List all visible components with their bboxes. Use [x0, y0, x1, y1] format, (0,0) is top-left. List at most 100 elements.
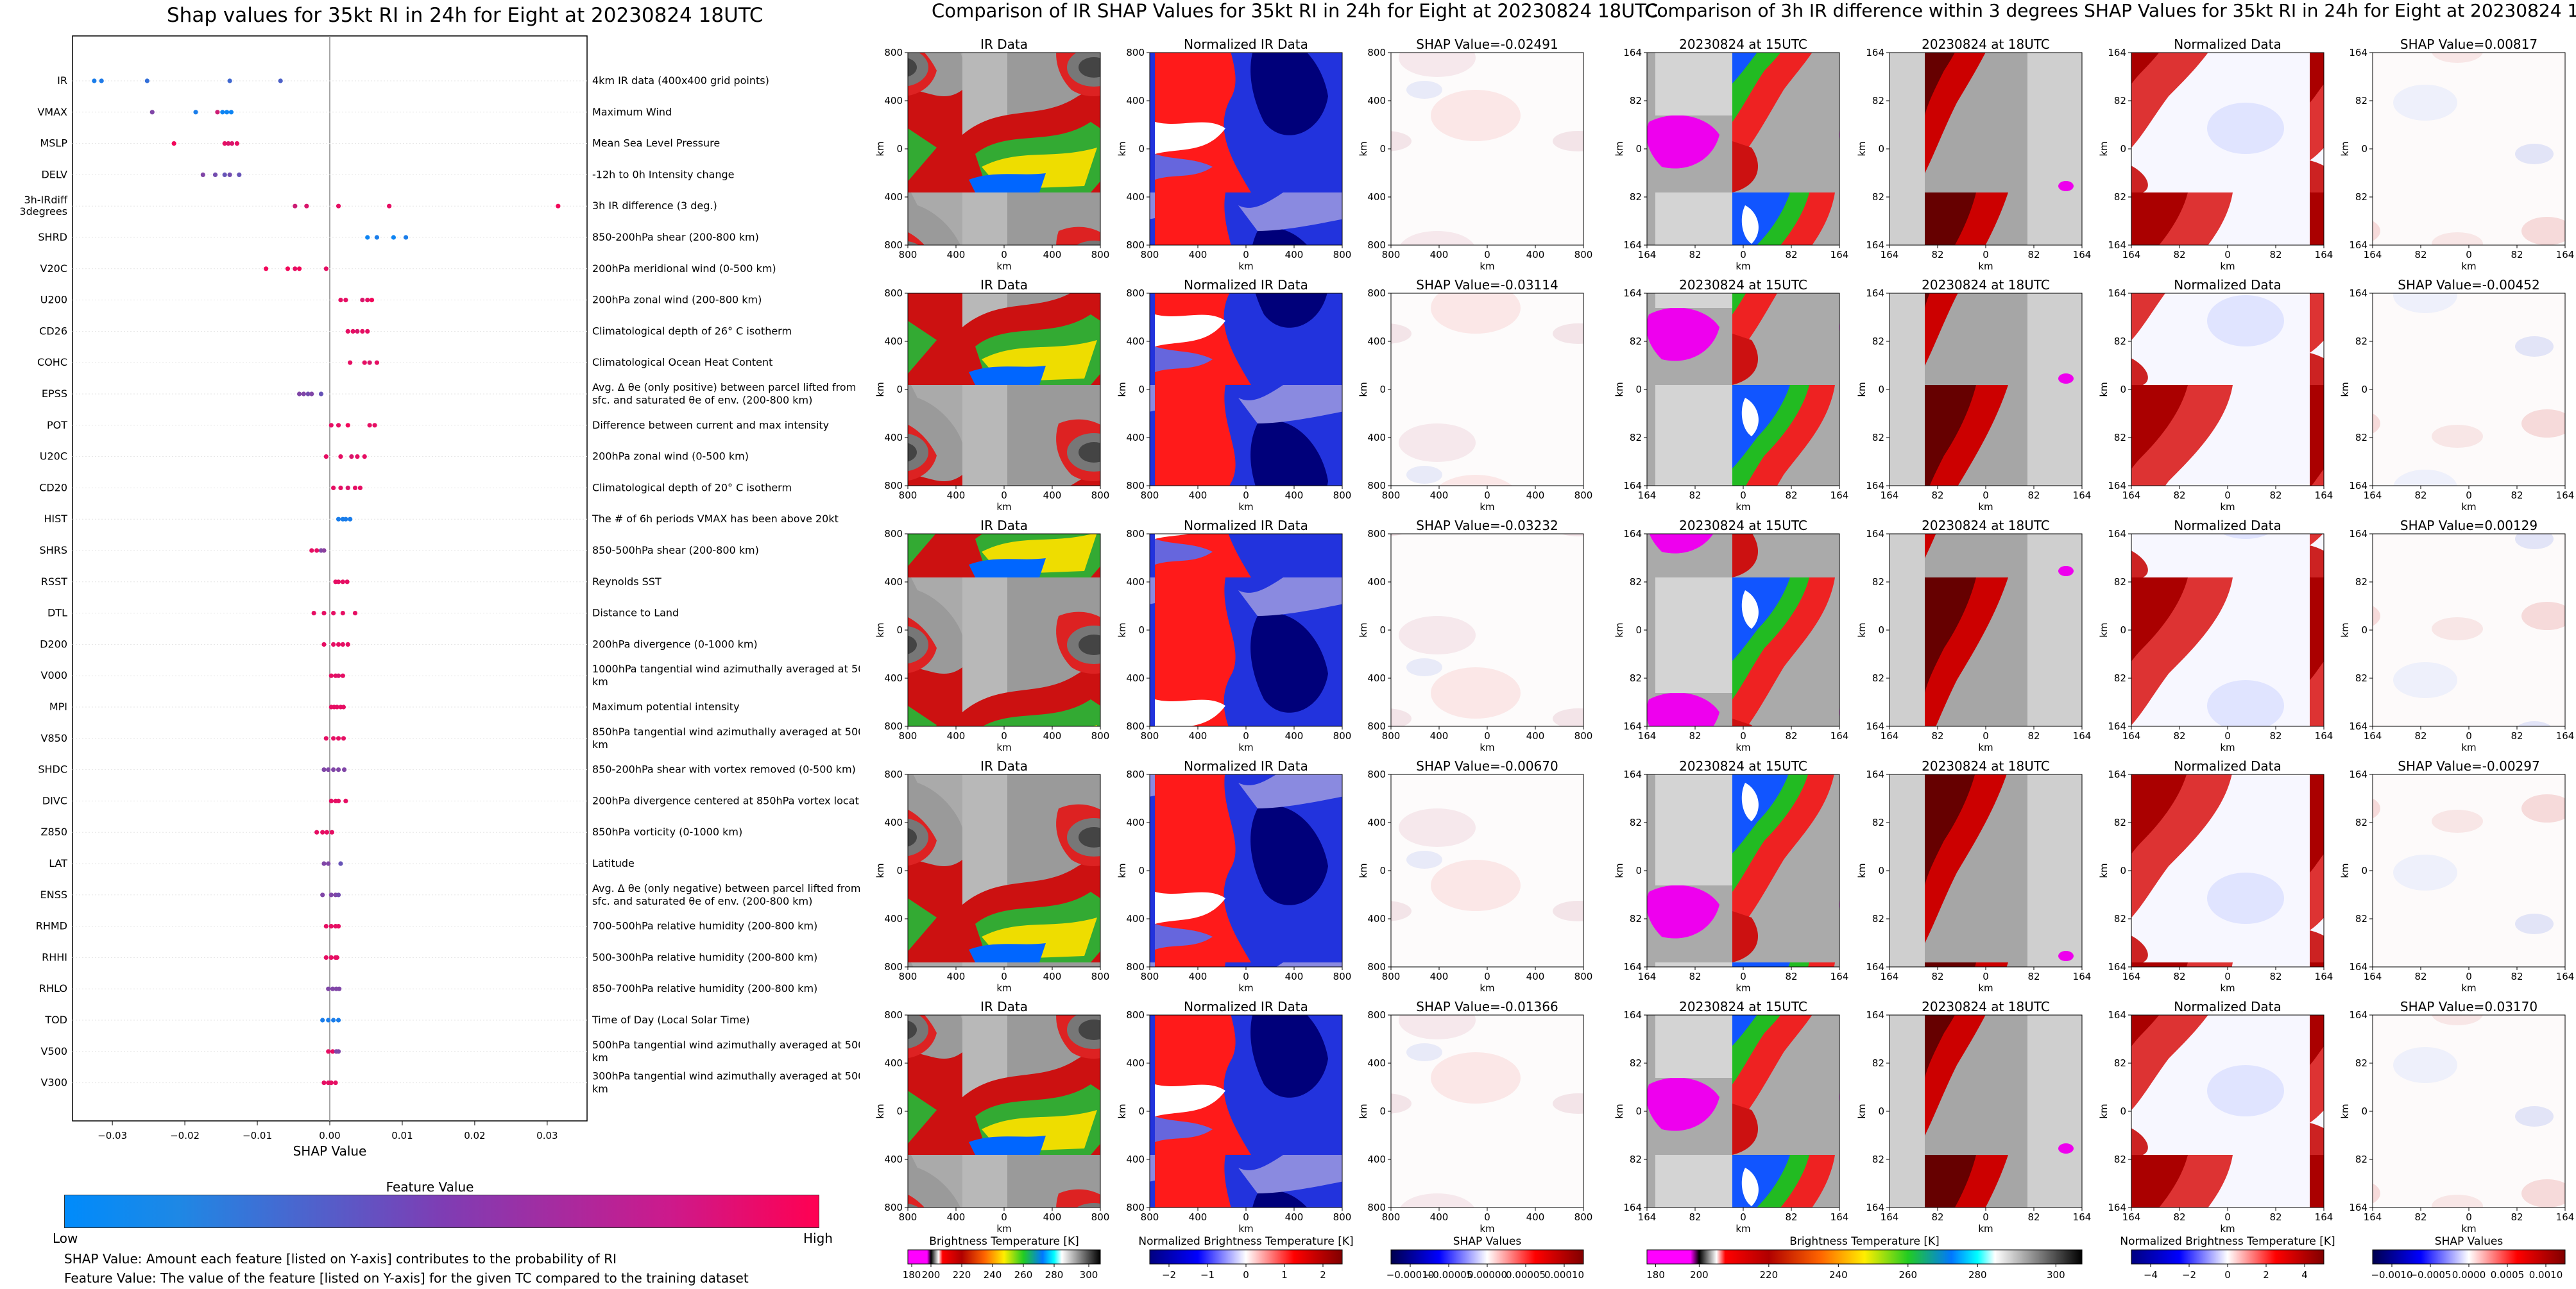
x-tick-label: 82: [2511, 971, 2523, 982]
x-tick-label: 164: [2364, 249, 2382, 260]
x-tick-label: 164: [2364, 1211, 2382, 1223]
y-tick-label: 164: [1866, 287, 1884, 299]
ir-18utc-panel: [1889, 1014, 2083, 1208]
y-axis-label: km: [1116, 1104, 1128, 1118]
shap-point: [333, 1080, 338, 1086]
shap-point: [225, 110, 230, 115]
x-tick-label: 82: [2173, 490, 2185, 501]
y-tick-label: 82: [2355, 913, 2367, 925]
y-tick-label: 0: [2361, 1105, 2367, 1117]
shap-point: [331, 767, 336, 773]
y-axis-label: km: [2339, 863, 2351, 878]
feature-name: LAT: [49, 857, 67, 869]
y-tick-label: 0: [1635, 865, 1642, 876]
diff-shap-title: SHAP Value=0.00129: [2400, 518, 2538, 533]
y-tick-label: 164: [1623, 961, 1642, 973]
x-tick-label: 800: [1574, 490, 1593, 501]
shap-beeswarm-plot: −0.03 −0.02 −0.01 0.00 0.01 0.02 0.03 SHAP Valu…: [19, 35, 860, 1159]
ir-18utc-title: 20230824 at 18UTC: [1922, 518, 2050, 533]
y-tick-label: 400: [1126, 95, 1145, 107]
y-axis-label: km: [874, 382, 886, 397]
y-tick-label: 400: [1367, 1057, 1386, 1069]
shap-point: [323, 955, 328, 960]
y-tick-label: 800: [884, 961, 903, 973]
x-tick-label: 0: [1983, 1211, 1989, 1223]
x-tick-label: 82: [2173, 971, 2185, 982]
y-tick-label: 164: [2349, 480, 2367, 491]
y-tick-label: 800: [1367, 1009, 1386, 1021]
x-tick-label: 800: [1574, 730, 1593, 742]
feature-name: TOD: [44, 1014, 67, 1026]
diff-shap-panel: [2372, 293, 2566, 486]
shap-point: [340, 579, 345, 585]
y-tick-label: 82: [2355, 817, 2367, 828]
ir-shap-panel: [1390, 774, 1584, 968]
feature-description: Mean Sea Level Pressure: [592, 137, 720, 149]
colorbar-tick-label: 180: [903, 1269, 921, 1281]
shap-definition-note: SHAP Value: Amount each feature [listed …: [64, 1251, 617, 1267]
diff-shap-title: SHAP Value=0.03170: [2400, 999, 2538, 1014]
y-tick-label: 0: [1138, 624, 1145, 636]
y-tick-label: 164: [1866, 239, 1884, 251]
x-axis-label: km: [996, 982, 1011, 994]
shap-summary-title: Shap values for 35kt RI in 24h for Eight…: [167, 4, 763, 27]
x-tick-label: 82: [2511, 249, 2523, 260]
shap-point: [338, 485, 343, 491]
x-tick-label: 164: [1881, 1211, 1899, 1223]
y-tick-label: 0: [1635, 1105, 1642, 1117]
shap-point: [323, 924, 328, 929]
shap-point: [323, 266, 328, 271]
feature-name: CD20: [39, 481, 67, 493]
y-axis-label: km: [2339, 1104, 2351, 1118]
y-tick-label: 400: [1126, 1057, 1145, 1069]
x-tick-label: 82: [2511, 730, 2523, 742]
feature-description: 200hPa divergence (0-1000 km): [592, 638, 758, 650]
shap-point: [331, 611, 336, 616]
x-tick-label: 0: [1740, 249, 1746, 260]
x-tick-label: 800: [1382, 730, 1401, 742]
x-tick-label: 0: [1243, 971, 1249, 982]
x-tick-label: 800: [1141, 971, 1159, 982]
shap-point: [338, 454, 343, 459]
shap-point: [365, 235, 370, 240]
y-axis-label: km: [2339, 141, 2351, 156]
x-tick-label: 400: [1526, 730, 1545, 742]
x-tick-label: 400: [1189, 249, 1207, 260]
ir-18utc-panel: [1889, 533, 2083, 727]
y-tick-label: 164: [1866, 1202, 1884, 1213]
y-tick-label: 164: [1866, 480, 1884, 491]
shap-point: [320, 1018, 325, 1023]
x-tick-label: 164: [2122, 1211, 2141, 1223]
x-axis-label: km: [1480, 742, 1494, 753]
y-axis-label: km: [1358, 141, 1369, 156]
feature-description: Climatological Ocean Heat Content: [592, 356, 772, 368]
x-tick-label: 800: [1141, 1211, 1159, 1223]
x-tick-label: 164: [2556, 1211, 2575, 1223]
y-tick-label: 800: [884, 1009, 903, 1021]
ir-comparison-title: Comparison of IR SHAP Values for 35kt RI…: [932, 0, 1659, 22]
shap-point: [336, 1049, 341, 1054]
y-tick-label: 400: [1367, 817, 1386, 828]
shap-point: [293, 266, 298, 271]
y-axis-label: km: [2339, 622, 2351, 637]
normalized-ir-data-title: Normalized IR Data: [1184, 277, 1308, 293]
shap-point: [328, 892, 334, 898]
y-axis-label: km: [2098, 382, 2110, 397]
colorbar-tick-label: 280: [1968, 1269, 1987, 1281]
x-tick-label: 82: [1931, 490, 1943, 501]
y-tick-label: 400: [884, 432, 903, 443]
y-tick-label: 82: [2114, 1057, 2126, 1069]
x-tick-label: 164: [1881, 490, 1899, 501]
x-tick-label: 164: [1638, 730, 1657, 742]
y-tick-label: 82: [2355, 1057, 2367, 1069]
x-axis-label: km: [996, 260, 1011, 272]
y-tick-label: 800: [1126, 239, 1145, 251]
x-tick-label: 800: [1141, 249, 1159, 260]
shap-point: [328, 798, 334, 803]
y-tick-label: 400: [1367, 191, 1386, 203]
x-tick-label: 800: [1333, 971, 1352, 982]
y-tick-label: 164: [1623, 47, 1642, 58]
y-tick-label: 0: [1878, 865, 1884, 876]
x-tick-label: 800: [1091, 249, 1110, 260]
x-tick-label: 164: [2315, 490, 2333, 501]
